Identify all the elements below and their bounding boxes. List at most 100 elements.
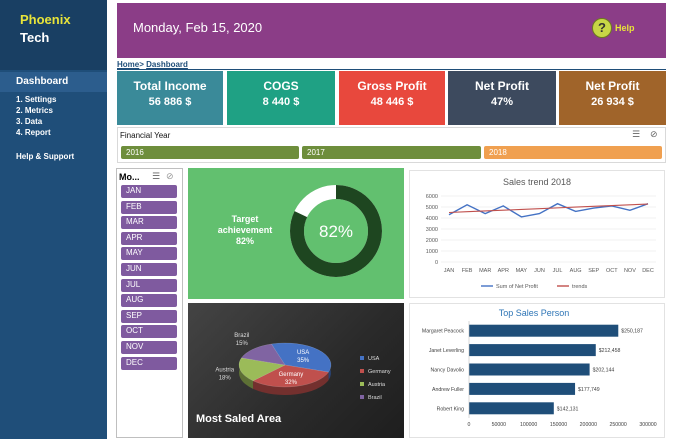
month-button-feb[interactable]: FEB xyxy=(121,200,177,214)
pie-slice-side-germany xyxy=(253,372,329,395)
sidebar-item-dashboard[interactable]: Dashboard xyxy=(0,72,107,92)
sidebar-item-help-support[interactable]: Help & Support xyxy=(16,152,75,161)
breadcrumb-home[interactable]: Home xyxy=(117,60,140,69)
pie-data-label-name: Germany xyxy=(279,372,304,378)
legend-swatch xyxy=(360,382,364,386)
pie-data-label-value: 35% xyxy=(297,358,310,364)
legend-label: trends xyxy=(572,284,588,290)
brand-line1: Phoenix xyxy=(20,12,71,27)
legend-label: Brazil xyxy=(368,395,382,401)
sidebar-item-data[interactable]: 3. Data xyxy=(16,117,43,126)
month-button-aug[interactable]: AUG xyxy=(121,294,177,308)
kpi-net-profit-percent: Net Profit 47% xyxy=(448,71,556,125)
kpi-net-profit-amount: Net Profit 26 934 $ xyxy=(559,71,666,125)
year-button-2018[interactable]: 2018 xyxy=(484,146,662,159)
donut-value: 82% xyxy=(319,222,353,241)
y-tick-label: 5000 xyxy=(426,205,438,211)
bar-data-label: $142,131 xyxy=(557,406,579,412)
target-label-line2: achievement xyxy=(217,225,273,235)
bar-chart-title: Top Sales Person xyxy=(499,308,570,318)
bar-data-label: $212,458 xyxy=(599,348,621,354)
brand-line2: Tech xyxy=(20,30,50,45)
x-tick-label: OCT xyxy=(606,268,618,274)
category-label: Margaret Peacock xyxy=(422,329,465,335)
kpi-value: 47% xyxy=(490,96,514,108)
pie-slice-side-austria xyxy=(239,357,254,389)
month-button-sep[interactable]: SEP xyxy=(121,309,177,323)
slicer-title: Financial Year xyxy=(120,131,171,140)
legend-label: Germany xyxy=(368,369,391,375)
x-tick-label: 200000 xyxy=(580,422,597,428)
x-tick-label: 150000 xyxy=(550,422,567,428)
month-button-dec[interactable]: DEC xyxy=(121,356,177,370)
kpi-value: 48 446 $ xyxy=(370,96,414,108)
legend-label: Austria xyxy=(368,382,386,388)
sales-trend-chart: Sales trend 2018 0 1000 2000 3000 4000 5000 600… xyxy=(426,177,656,290)
top-sales-person-chart: Top Sales Person Margaret Peacock $250,187… xyxy=(422,308,657,428)
y-tick-label: 1000 xyxy=(426,249,438,255)
category-label: Robert King xyxy=(437,406,465,412)
kpi-gross-profit: Gross Profit 48 446 $ xyxy=(339,71,445,125)
kpi-label: Gross Profit xyxy=(357,79,427,93)
pie-slice-germany xyxy=(252,364,329,388)
kpi-value: 8 440 $ xyxy=(262,96,300,108)
clear-filter-icon[interactable]: ⊘ xyxy=(650,129,658,139)
sales-trend-panel xyxy=(409,170,665,298)
month-button-jul[interactable]: JUL xyxy=(121,278,177,292)
x-tick-label: 300000 xyxy=(639,422,656,428)
month-button-apr[interactable]: APR xyxy=(121,231,177,245)
pie-data-label-value: 18% xyxy=(219,375,232,381)
clear-filter-icon[interactable]: ⊘ xyxy=(166,171,174,181)
help-icon[interactable]: ? xyxy=(592,18,612,38)
x-tick-label: FEB xyxy=(462,268,473,274)
bar xyxy=(469,363,590,376)
year-button-2016[interactable]: 2016 xyxy=(121,146,299,159)
x-tick-label: 100000 xyxy=(520,422,537,428)
x-tick-label: APR xyxy=(498,268,509,274)
pie-data-label-value: 15% xyxy=(236,341,249,347)
legend-label: Sum of Net Profit xyxy=(496,284,538,290)
y-tick-label: 4000 xyxy=(426,216,438,222)
bar xyxy=(469,344,596,357)
x-tick-label: NOV xyxy=(624,268,636,274)
y-tick-label: 3000 xyxy=(426,227,438,233)
month-button-nov[interactable]: NOV xyxy=(121,341,177,354)
sidebar-item-metrics[interactable]: 2. Metrics xyxy=(16,106,53,115)
logo xyxy=(0,0,107,70)
breadcrumb-current[interactable]: Dashboard xyxy=(146,60,188,69)
year-button-2017[interactable]: 2017 xyxy=(302,146,481,159)
pie-slice-brazil xyxy=(241,343,286,366)
multi-select-icon[interactable]: ☰ xyxy=(632,129,641,139)
kpi-value: 56 886 $ xyxy=(148,96,192,108)
kpi-label: Total Income xyxy=(133,79,207,93)
x-tick-label: 250000 xyxy=(610,422,627,428)
target-donut: 82% xyxy=(290,185,382,277)
month-button-mar[interactable]: MAR xyxy=(121,216,177,230)
breadcrumb-separator: > xyxy=(139,60,144,69)
target-label: Target achievement 82% xyxy=(205,214,285,247)
trend-chart-title: Sales trend 2018 xyxy=(503,177,571,187)
breadcrumb: Home> Dashboard xyxy=(117,60,188,69)
legend-label: USA xyxy=(368,356,380,362)
month-button-may[interactable]: MAY xyxy=(121,247,177,261)
x-tick-label: JAN xyxy=(444,268,454,274)
bar-data-label: $177,749 xyxy=(578,387,600,393)
x-tick-label: 0 xyxy=(468,422,471,428)
month-button-jun[interactable]: JUN xyxy=(121,263,177,276)
multi-select-icon[interactable]: ☰ xyxy=(152,171,161,181)
pie-chart-title: Most Saled Area xyxy=(196,413,282,425)
kpi-label: Net Profit xyxy=(585,79,640,93)
x-tick-label: MAY xyxy=(516,268,528,274)
pie-data-label-value: 32% xyxy=(285,380,298,386)
legend-swatch xyxy=(360,395,364,399)
legend-swatch xyxy=(360,356,364,360)
y-tick-label: 0 xyxy=(435,260,438,266)
help-link[interactable]: Help xyxy=(615,23,635,33)
month-button-jan[interactable]: JAN xyxy=(121,185,177,198)
sidebar-item-settings[interactable]: 1. Settings xyxy=(16,95,57,104)
x-tick-label: DEC xyxy=(642,268,654,274)
month-button-oct[interactable]: OCT xyxy=(121,325,177,339)
y-tick-label: 6000 xyxy=(426,194,438,200)
sidebar-item-report[interactable]: 4. Report xyxy=(16,128,51,137)
target-label-line1: Target xyxy=(231,214,259,224)
